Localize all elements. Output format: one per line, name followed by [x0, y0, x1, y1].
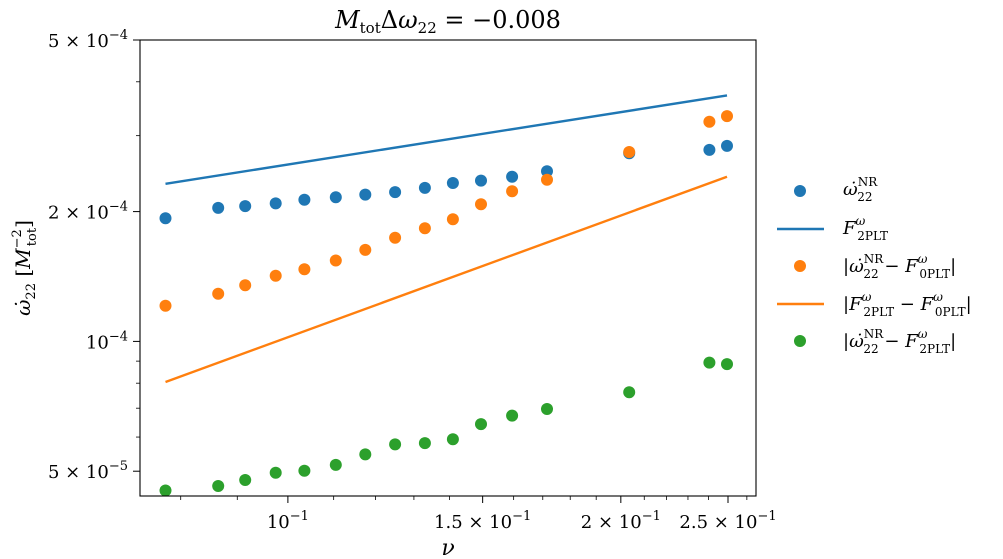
series-1 [159, 139, 733, 225]
data-point [475, 418, 487, 431]
data-point [721, 139, 733, 152]
data-point [269, 197, 282, 210]
series-3 [159, 110, 733, 312]
data-point [239, 279, 252, 292]
data-point [159, 484, 172, 497]
data-point [389, 438, 402, 451]
data-point [329, 458, 342, 471]
legend-item-nr: ω̇NR 22 [794, 175, 878, 204]
data-point [212, 287, 225, 300]
data-point [298, 263, 311, 276]
chart-title: MtotΔω22 = −0.008 [334, 6, 561, 37]
series-line [165, 94, 728, 185]
data-point [212, 201, 225, 214]
series-line [165, 175, 728, 384]
data-point [506, 409, 519, 422]
series-layer [159, 94, 733, 497]
data-point [359, 448, 372, 461]
data-point [389, 231, 402, 244]
legend: ω̇NR 22 Fω 2PLT |ω̇NR 22 − Fω 0PLT| |Fω 2PLT … [777, 175, 972, 356]
data-point [623, 146, 636, 158]
data-point [446, 177, 459, 189]
data-point [159, 212, 172, 225]
x-axis: 10−1 1.5 × 10−1 2 × 10−1 2.5 × 10−1 [180, 496, 777, 533]
x-tick-label: 1.5 × 10−1 [434, 509, 531, 533]
legend-marker [794, 185, 806, 197]
y-axis-label: ω̇22 [M−2tot] [10, 220, 40, 316]
data-point [623, 386, 636, 399]
data-point [446, 433, 459, 446]
legend-item-f2plt-minus-f0plt: |Fω 2PLT − Fω 0PLT| [777, 290, 972, 319]
legend-label: ω̇NR 22 [843, 175, 878, 204]
data-point [359, 243, 372, 256]
legend-item-nr-minus-f0plt: |ω̇NR 22 − Fω 0PLT| [794, 252, 956, 281]
y-tick-label: 2 × 10−4 [48, 200, 128, 224]
data-point [475, 198, 487, 211]
x-tick-label: 2 × 10−1 [581, 509, 661, 533]
x-axis-label: ν [441, 536, 454, 559]
data-point [418, 222, 431, 235]
x-tick-label: 10−1 [267, 509, 309, 533]
legend-label: |ω̇NR 22 − Fω 0PLT| [843, 252, 956, 281]
data-point [506, 170, 519, 183]
data-point [239, 200, 252, 213]
y-tick-label: 5 × 10−4 [48, 28, 128, 52]
series-2 [165, 94, 728, 185]
data-point [541, 403, 553, 415]
y-axis: 5 × 10−5 10−4 2 × 10−4 5 × 10−4 [48, 28, 140, 483]
series-4 [165, 175, 728, 384]
svg-text:ω̇22 [M−2tot]: ω̇22 [M−2tot] [10, 220, 40, 316]
data-point [506, 185, 519, 198]
data-point [446, 213, 459, 226]
data-point [418, 181, 431, 194]
legend-marker [794, 260, 806, 272]
data-point [541, 165, 553, 178]
axes-frame [139, 39, 757, 497]
data-point [329, 191, 342, 204]
data-point [159, 299, 172, 312]
legend-label: Fω 2PLT [842, 214, 888, 243]
svg-text:MtotΔω22 = −0.008: MtotΔω22 = −0.008 [334, 6, 561, 37]
legend-label: |ω̇NR 22 − Fω 2PLT| [843, 327, 956, 356]
data-point [389, 186, 402, 199]
legend-label: |Fω 2PLT − Fω 0PLT| [843, 290, 972, 319]
data-point [703, 143, 716, 156]
data-point [269, 269, 282, 282]
data-point [703, 115, 716, 128]
data-point [269, 466, 282, 479]
svg-text:ν: ν [441, 536, 454, 559]
plot-area: 10−1 1.5 × 10−1 2 × 10−1 2.5 × 10−1 5 × 10−… [48, 28, 777, 533]
data-point [298, 464, 311, 477]
data-point [475, 174, 487, 187]
data-point [212, 480, 225, 492]
legend-marker [794, 335, 806, 347]
data-point [298, 193, 311, 206]
series-5 [159, 356, 733, 497]
data-point [418, 437, 431, 450]
data-point [721, 358, 733, 371]
y-tick-label: 5 × 10−5 [48, 459, 128, 483]
data-point [329, 254, 342, 267]
data-point [239, 474, 252, 486]
data-point [703, 356, 716, 369]
data-point [721, 110, 733, 123]
legend-item-nr-minus-f2plt: |ω̇NR 22 − Fω 2PLT| [794, 327, 956, 356]
y-tick-label: 10−4 [86, 329, 128, 353]
x-tick-label: 2.5 × 10−1 [679, 509, 776, 533]
data-point [541, 173, 553, 186]
data-point [359, 188, 372, 201]
legend-item-f2plt: Fω 2PLT [777, 214, 888, 243]
